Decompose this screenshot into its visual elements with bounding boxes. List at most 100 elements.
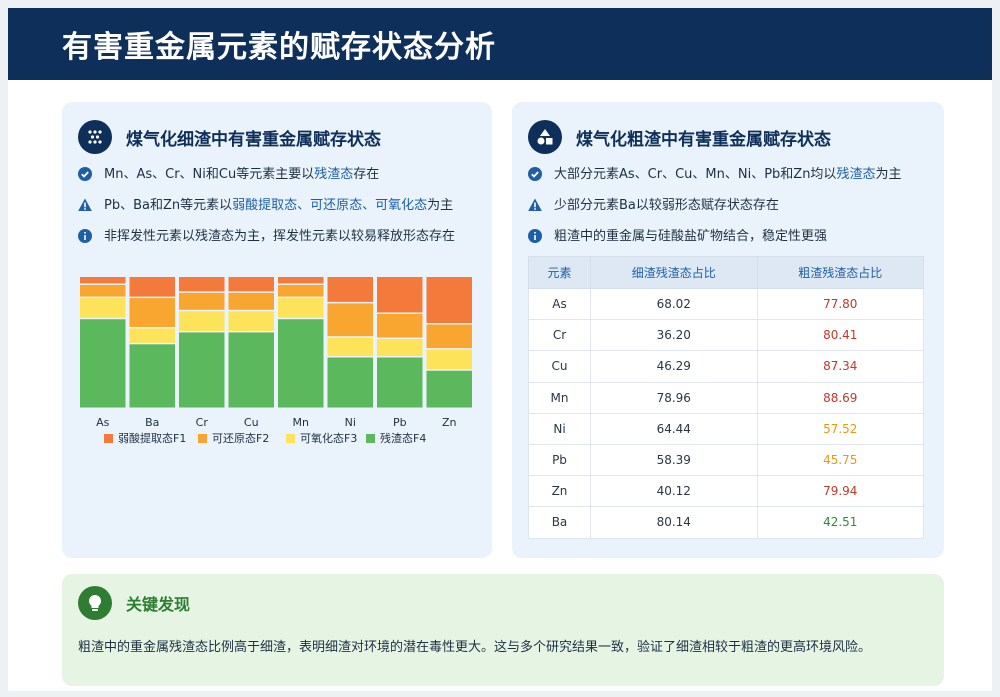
bar-segment xyxy=(278,298,324,318)
bullet-text: 少部分元素Ba以较弱形态赋存状态存在 xyxy=(554,198,779,213)
fine-value-cell: 58.39 xyxy=(590,443,758,477)
bullet-text: Mn、As、Cr、Ni和Cu等元素主要以残渣态存在 xyxy=(104,167,380,182)
bar-segment xyxy=(327,303,373,337)
fine-value-cell: 46.29 xyxy=(590,350,758,383)
table-row: Ni 64.44 57.52 xyxy=(528,412,924,445)
bar-segment xyxy=(80,319,126,408)
bar-segment xyxy=(377,313,423,338)
fine-slag-card-title: 煤气化细渣中有害重金属赋存状态 xyxy=(78,118,381,156)
coarse-value-cell: 87.34 xyxy=(756,350,924,383)
bar-segment xyxy=(426,277,472,324)
bar-segment xyxy=(129,298,175,327)
coarse-value-cell: 77.80 xyxy=(756,287,924,321)
bar-segment xyxy=(80,277,126,284)
legend-label: 可还原态F2 xyxy=(212,432,269,445)
bar-segment xyxy=(80,298,126,318)
bullet-item: 大部分元素As、Cr、Cu、Mn、Ni、Pb和Zn均以残渣态为主 xyxy=(528,164,928,186)
legend-label: 弱酸提取态F1 xyxy=(118,431,186,445)
bar-segment xyxy=(179,292,225,310)
x-tick-label: Zn xyxy=(442,416,457,429)
legend-swatch xyxy=(104,434,113,443)
bar-segment xyxy=(228,311,274,331)
bar-segment xyxy=(426,370,472,408)
coarse-slag-card-title: 煤气化粗渣中有害重金属赋存状态 xyxy=(528,118,831,156)
x-tick-label: Mn xyxy=(293,416,309,429)
table-row: Zn 40.12 79.94 xyxy=(528,475,924,508)
shapes-icon xyxy=(528,120,562,154)
bar-segment xyxy=(228,332,274,408)
coarse-slag-heading: 煤气化粗渣中有害重金属赋存状态 xyxy=(576,129,831,150)
fine-value-cell: 64.44 xyxy=(590,412,758,445)
coarse-value-cell: 42.51 xyxy=(756,506,924,539)
table-row: Ba 80.14 42.51 xyxy=(528,506,924,539)
x-tick-label: Cu xyxy=(244,416,259,429)
page-title: 有害重金属元素的赋存状态分析 xyxy=(62,30,496,65)
legend-swatch xyxy=(286,434,295,443)
bullet-item: 少部分元素Ba以较弱形态赋存状态存在 xyxy=(528,195,928,217)
fine-value-cell: 36.20 xyxy=(590,319,758,352)
bar-segment xyxy=(278,277,324,284)
legend-label: 残渣态F4 xyxy=(380,431,426,445)
table-row: Cr 36.20 80.41 xyxy=(528,319,924,352)
coarse-value-cell: 45.75 xyxy=(756,443,924,477)
coarse-slag-card: 煤气化粗渣中有害重金属赋存状态 大部分元素As、Cr、Cu、Mn、Ni、Pb和Z… xyxy=(512,102,944,558)
bar-segment xyxy=(179,277,225,292)
legend-swatch xyxy=(198,434,207,443)
coarse-value-cell: 57.52 xyxy=(756,412,924,445)
bullet-item: Pb、Ba和Zn等元素以弱酸提取态、可还原态、可氧化态为主 xyxy=(78,195,478,217)
check-circle-icon xyxy=(528,167,542,181)
table-row: Mn 78.96 88.69 xyxy=(528,381,924,414)
table-row: Pb 58.39 45.75 xyxy=(528,443,924,477)
bullet-text: 粗渣中的重金属与硅酸盐矿物结合，稳定性更强 xyxy=(554,229,828,244)
x-tick-label: Cr xyxy=(196,416,209,429)
table-row: As 68.02 77.80 xyxy=(528,287,924,321)
bar-segment xyxy=(129,328,175,343)
fine-slag-bullets: Mn、As、Cr、Ni和Cu等元素主要以残渣态存在 Pb、Ba和Zn等元素以弱酸提… xyxy=(78,164,478,257)
element-cell: Cr xyxy=(528,319,591,352)
info-circle-icon xyxy=(528,229,542,243)
bar-segment xyxy=(129,277,175,297)
fine-slag-heading: 煤气化细渣中有害重金属赋存状态 xyxy=(126,129,381,150)
bar-segment xyxy=(179,311,225,331)
bar-segment xyxy=(327,337,373,357)
bullet-item: 非挥发性元素以残渣态为主，挥发性元素以较易释放形态存在 xyxy=(78,226,478,248)
bar-segment xyxy=(228,277,274,292)
table-row: Cu 46.29 87.34 xyxy=(528,350,924,383)
key-findings-text: 粗渣中的重金属残渣态比例高于细渣，表明细渣对环境的潜在毒性更大。这与多个研究结果… xyxy=(78,640,872,655)
fine-value-cell: 40.12 xyxy=(590,475,758,508)
x-tick-label: As xyxy=(96,416,110,429)
bar-segment xyxy=(426,324,472,349)
bullet-text: 非挥发性元素以残渣态为主，挥发性元素以较易释放形态存在 xyxy=(104,229,456,244)
x-tick-label: Ni xyxy=(345,416,356,429)
x-tick-label: Pb xyxy=(393,416,407,429)
bar-segment xyxy=(327,357,373,408)
bar-segment xyxy=(278,319,324,408)
check-circle-icon xyxy=(78,167,92,181)
fine-value-cell: 78.96 xyxy=(590,381,758,414)
residual-ratio-table: 元素 细渣残渣态占比 粗渣残渣态占比 As 68.02 77.80 Cr 36.20 80… xyxy=(528,256,924,539)
bullet-text: Pb、Ba和Zn等元素以弱酸提取态、可还原态、可氧化态为主 xyxy=(104,198,454,213)
warning-triangle-icon xyxy=(528,198,542,212)
fractions-stacked-bar-chart: As Ba Cr Cu Mn Ni Pb Zn 弱酸提取态F1 可还原态F2 可氧化态F3 残渣态F4 xyxy=(80,277,472,445)
coarse-value-cell: 79.94 xyxy=(756,475,924,508)
coarse-value-cell: 88.69 xyxy=(756,381,924,414)
warning-triangle-icon xyxy=(78,198,92,212)
element-cell: Ba xyxy=(528,506,591,539)
bar-segment xyxy=(426,349,472,370)
bar-segment xyxy=(278,284,324,297)
coarse-slag-bullets: 大部分元素As、Cr、Cu、Mn、Ni、Pb和Zn均以残渣态为主 少部分元素Ba以… xyxy=(528,164,928,257)
table-header: 细渣残渣态占比 xyxy=(590,256,758,289)
bar-segment xyxy=(377,277,423,313)
table-header: 元素 xyxy=(528,256,591,289)
legend-swatch xyxy=(366,434,375,443)
lightbulb-icon xyxy=(78,586,112,620)
x-tick-label: Ba xyxy=(145,416,159,429)
info-circle-icon xyxy=(78,229,92,243)
bullet-text: 大部分元素As、Cr、Cu、Mn、Ni、Pb和Zn均以残渣态为主 xyxy=(554,167,902,182)
bar-segment xyxy=(179,332,225,408)
element-cell: Pb xyxy=(528,443,591,477)
fine-value-cell: 68.02 xyxy=(590,287,758,321)
element-cell: Cu xyxy=(528,350,591,383)
content-area: 煤气化细渣中有害重金属赋存状态 Mn、As、Cr、Ni和Cu等元素主要以残渣态存… xyxy=(8,80,992,691)
fine-slag-card: 煤气化细渣中有害重金属赋存状态 Mn、As、Cr、Ni和Cu等元素主要以残渣态存… xyxy=(62,102,492,558)
